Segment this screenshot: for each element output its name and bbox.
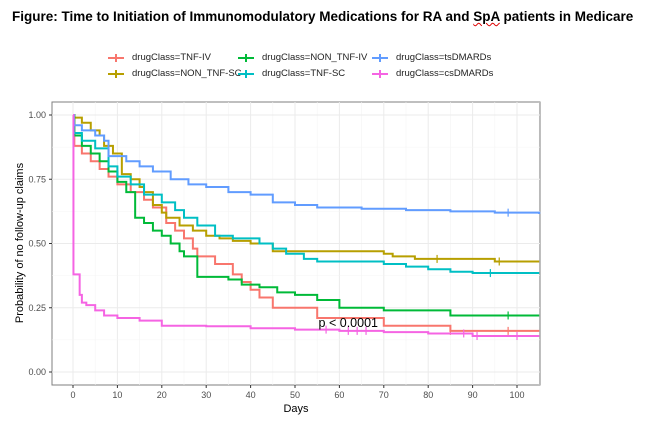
legend-label: drugClass=csDMARDs [396,68,494,79]
legend-item: drugClass=TNF-SC [238,68,345,79]
km-curve-tsdmards [72,114,541,214]
x-tick-label: 20 [157,390,167,400]
legend-item: drugClass=tsDMARDs [372,52,491,63]
km-curve-tnf-iv [73,114,540,332]
x-tick-label: 60 [334,390,344,400]
x-axis-label: Days [283,403,309,415]
figure-title-suffix: patients in Medicare [499,9,634,24]
figure-title: Figure: Time to Initiation of Immunomodu… [12,9,633,24]
x-tick-label: 10 [112,390,122,400]
km-curve-tnf-sc [72,114,540,275]
legend-key-icon [372,53,388,63]
x-tick-label: 80 [423,390,433,400]
km-curve-non-tnf-iv [73,114,540,317]
figure-title-prefix: Figure: Time to Initiation of Immunomodu… [12,9,474,24]
x-tick-label: 0 [70,390,75,400]
axes: 0 10 20 30 40 50 60 70 80 90 100 0.00 0.25 0.50 0.75 1.… [28,110,524,400]
x-tick-label: 50 [290,390,300,400]
curves [72,114,541,341]
legend-item: drugClass=TNF-IV [108,52,211,63]
legend-label: drugClass=tsDMARDs [396,52,492,63]
y-tick-label: 1.00 [28,110,46,120]
y-tick-label: 0.75 [28,174,46,184]
figure-title-spa: SpA [473,9,500,24]
x-tick-label: 100 [509,390,524,400]
legend-label: drugClass=TNF-SC [262,68,346,79]
legend-key-icon [238,69,254,79]
legend-key-icon [238,53,254,63]
p-value-annotation: p < 0.0001 [319,316,378,330]
legend-label: drugClass=NON_TNF-IV [262,52,368,63]
legend-item: drugClass=NON_TNF-SC [108,68,242,79]
legend-item: drugClass=NON_TNF-IV [238,52,367,63]
km-curve-csdmards [72,114,540,338]
x-tick-label: 30 [201,390,211,400]
y-axis-label: Probability of no follow-up claims [14,162,26,323]
legend-key-icon [372,69,388,79]
x-tick-label: 90 [468,390,478,400]
legend-label: drugClass=TNF-IV [132,52,211,63]
x-tick-label: 70 [379,390,389,400]
grid [52,102,540,385]
legend-item: drugClass=csDMARDs [372,68,493,79]
y-tick-label: 0.50 [28,239,46,249]
x-tick-label: 40 [246,390,256,400]
legend-key-icon [108,53,124,63]
legend-label: drugClass=NON_TNF-SC [132,68,242,79]
legend-key-icon [108,69,124,79]
y-tick-label: 0.00 [28,367,46,377]
y-tick-label: 0.25 [28,303,46,313]
